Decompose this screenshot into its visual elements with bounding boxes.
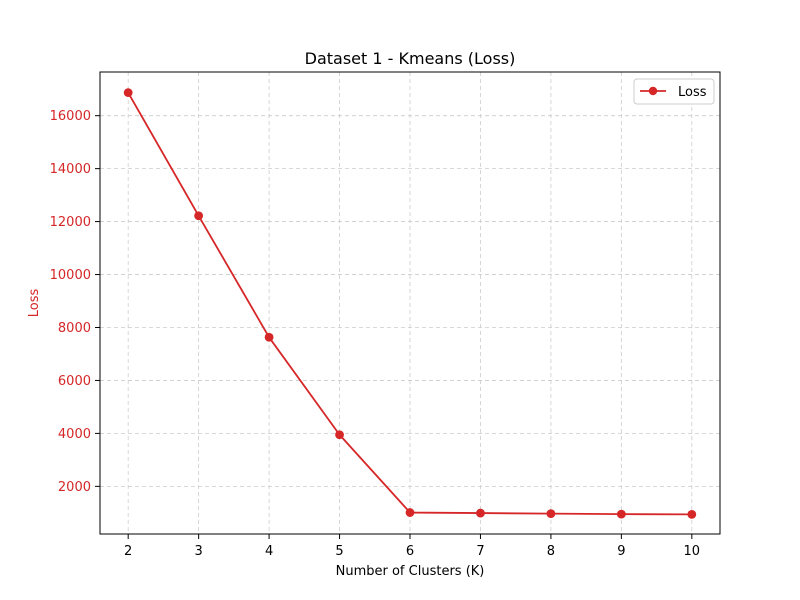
chart-title: Dataset 1 - Kmeans (Loss)	[305, 49, 516, 68]
y-axis-label: Loss	[27, 289, 42, 318]
y-tick-label: 12000	[50, 215, 91, 230]
y-tick-label: 4000	[58, 427, 91, 442]
data-point	[616, 509, 626, 519]
data-point	[405, 508, 415, 517]
x-tick-label: 2	[124, 544, 132, 559]
data-point	[476, 508, 485, 518]
x-tick-label: 5	[335, 544, 343, 559]
y-tick-label: 6000	[58, 374, 91, 389]
data-point	[687, 510, 697, 519]
x-tick-label: 9	[617, 544, 625, 559]
legend-box	[633, 78, 715, 105]
y-tick-label: 16000	[50, 109, 91, 124]
legend-marker	[648, 86, 658, 96]
x-tick-label: 3	[194, 544, 202, 559]
x-tick-label: 4	[265, 544, 273, 559]
data-point	[123, 88, 133, 98]
data-point	[194, 211, 204, 221]
y-tick-label: 8000	[58, 321, 91, 336]
x-tick-label: 6	[406, 544, 414, 559]
y-ticks: 2000 4000 6000 8000 10000 12000 14000 16000	[50, 109, 100, 495]
legend-label: Loss	[678, 85, 707, 100]
data-point	[546, 509, 556, 519]
grid	[100, 72, 720, 534]
legend: Loss	[633, 78, 715, 105]
y-tick-label: 14000	[50, 162, 91, 177]
x-tick-label: 7	[476, 544, 484, 559]
y-tick-label: 2000	[58, 480, 91, 495]
x-tick-label: 10	[684, 544, 701, 559]
x-ticks: 2 3 4 5 6 7 8 9 10	[124, 534, 700, 559]
data-point	[264, 332, 274, 342]
data-point	[335, 430, 344, 440]
x-axis-label: Number of Clusters (K)	[336, 564, 485, 579]
y-tick-label: 10000	[50, 268, 91, 283]
series	[123, 88, 697, 519]
x-tick-label: 8	[547, 544, 555, 559]
